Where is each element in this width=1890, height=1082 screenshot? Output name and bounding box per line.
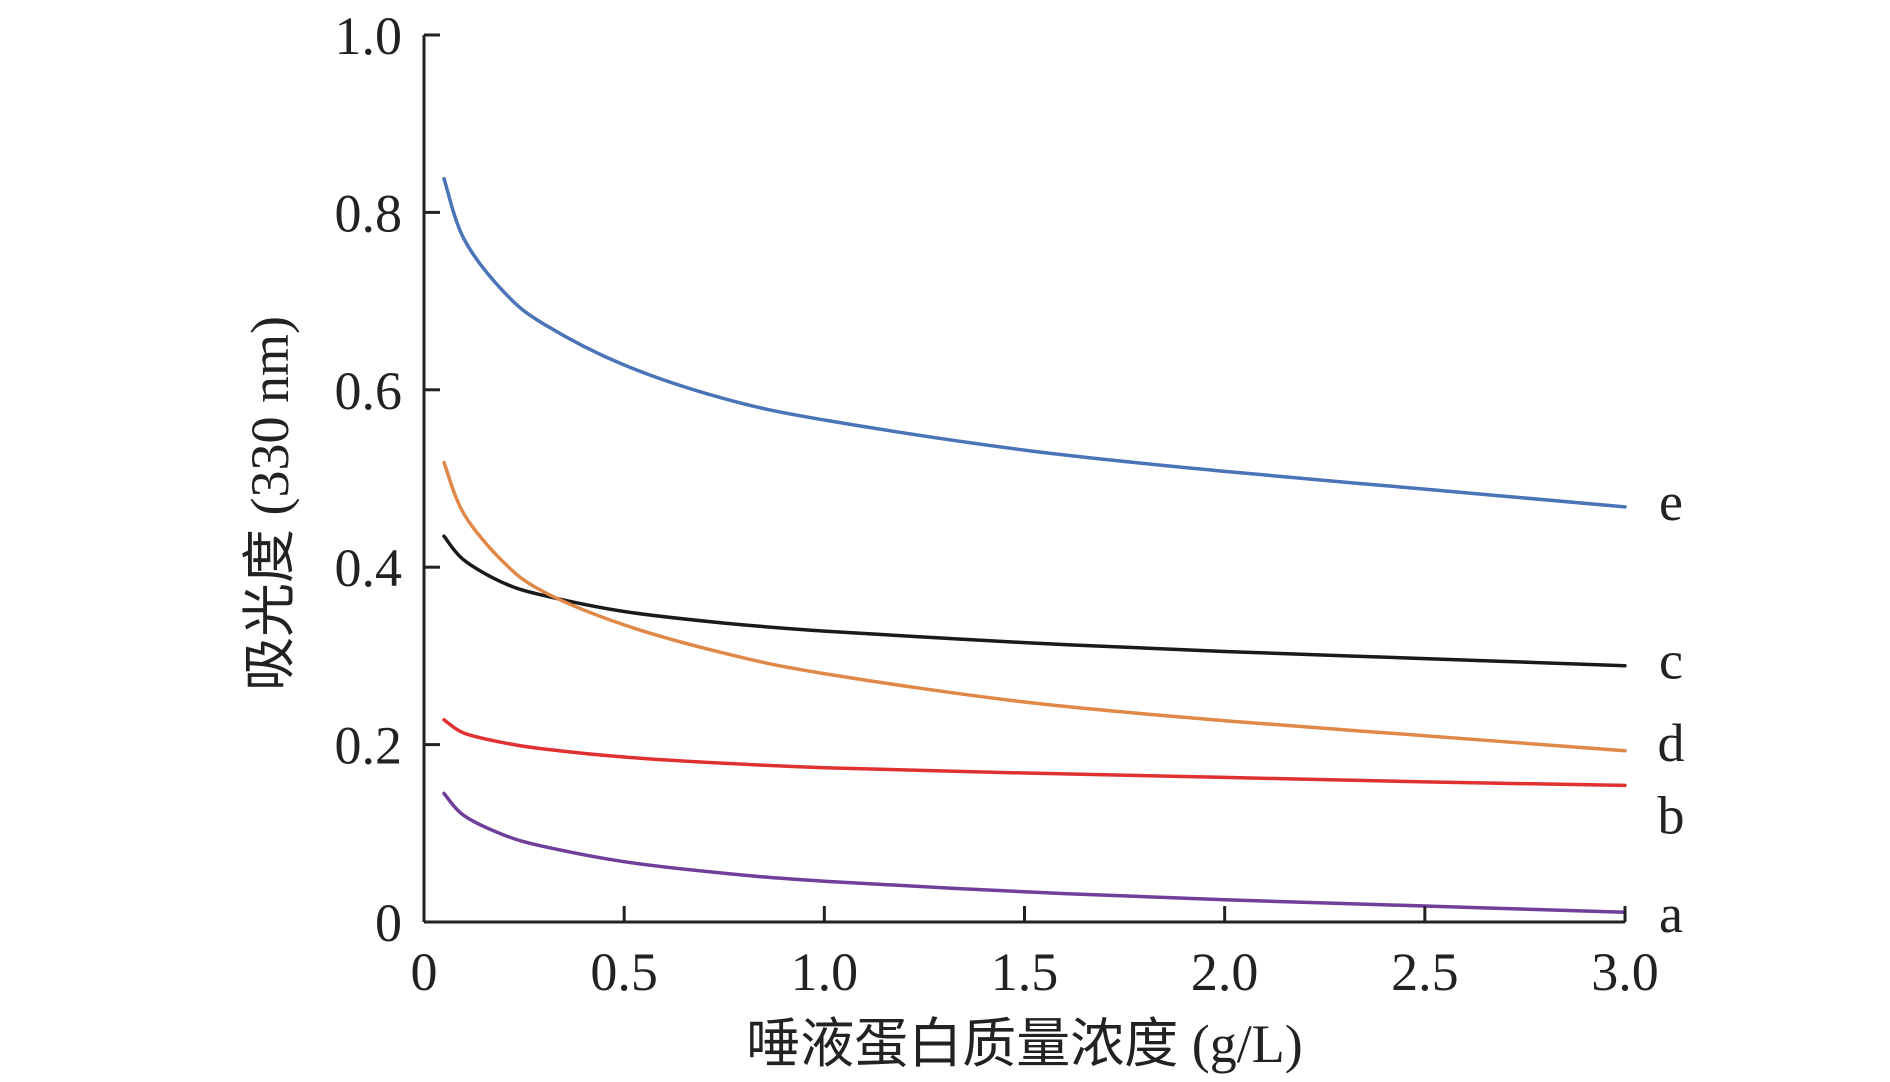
axes [422,35,1625,924]
x-tick-label: 1.5 [991,942,1059,1002]
series-label-a: a [1659,884,1683,944]
x-axis-ticks: 0 0.5 1.0 1.5 2.0 2.5 3.0 [411,906,1659,1002]
series-labels: ab cd e [1658,472,1685,944]
x-tick-label: 2.0 [1191,942,1259,1002]
y-tick-label: 0.8 [335,183,403,243]
x-tick-label: 3.0 [1591,942,1659,1002]
y-tick-label: 0.4 [335,538,403,598]
series-line-c [442,534,1627,668]
x-axis-title: 唾液蛋白质量浓度 (g/L) [746,1014,1302,1074]
series-label-b: b [1658,785,1685,845]
y-axis-title: 吸光度 (330 nm) [240,316,300,691]
y-tick-label: 0 [375,893,402,953]
series-label-d: d [1658,713,1685,773]
x-tick-label: 0.5 [590,942,658,1002]
x-tick-label: 0 [411,942,438,1002]
x-tick-label: 2.5 [1391,942,1459,1002]
plot-lines [442,176,1627,914]
series-line-d [442,460,1627,753]
y-tick-label: 1.0 [335,6,403,66]
x-tick-label: 1.0 [791,942,859,1002]
y-tick-label: 0.6 [335,361,403,421]
y-tick-label: 0.2 [335,716,403,776]
series-label-e: e [1659,472,1683,532]
series-line-a [442,791,1627,914]
series-line-b [442,718,1627,788]
y-axis-ticks: 0 0.2 0.4 0.6 0.8 1.0 [335,6,440,953]
series-line-e [442,176,1627,509]
series-label-c: c [1659,631,1683,691]
